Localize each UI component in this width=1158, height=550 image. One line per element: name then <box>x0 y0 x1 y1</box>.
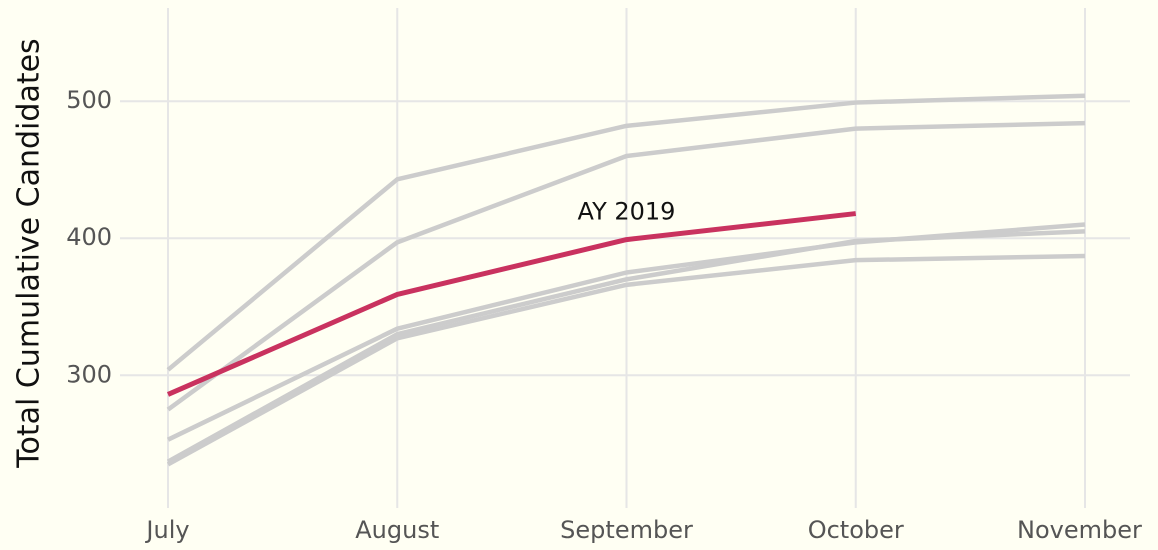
y-axis-title: Total Cumulative Candidates <box>12 38 47 468</box>
line <box>166 120 1086 412</box>
x-tick-label: August <box>355 516 439 544</box>
line <box>166 93 1086 372</box>
line <box>167 211 857 397</box>
x-tick-label: July <box>144 516 189 544</box>
y-tick-label: 500 <box>66 86 112 114</box>
y-tick-label: 400 <box>66 223 112 251</box>
x-tick-label: September <box>560 516 693 544</box>
line <box>166 229 1086 464</box>
x-tick-label: October <box>808 516 904 544</box>
x-tick-label: November <box>1017 516 1142 544</box>
y-tick-label: 300 <box>66 360 112 388</box>
line <box>166 253 1086 467</box>
series-annotation: AY 2019 <box>578 198 676 226</box>
